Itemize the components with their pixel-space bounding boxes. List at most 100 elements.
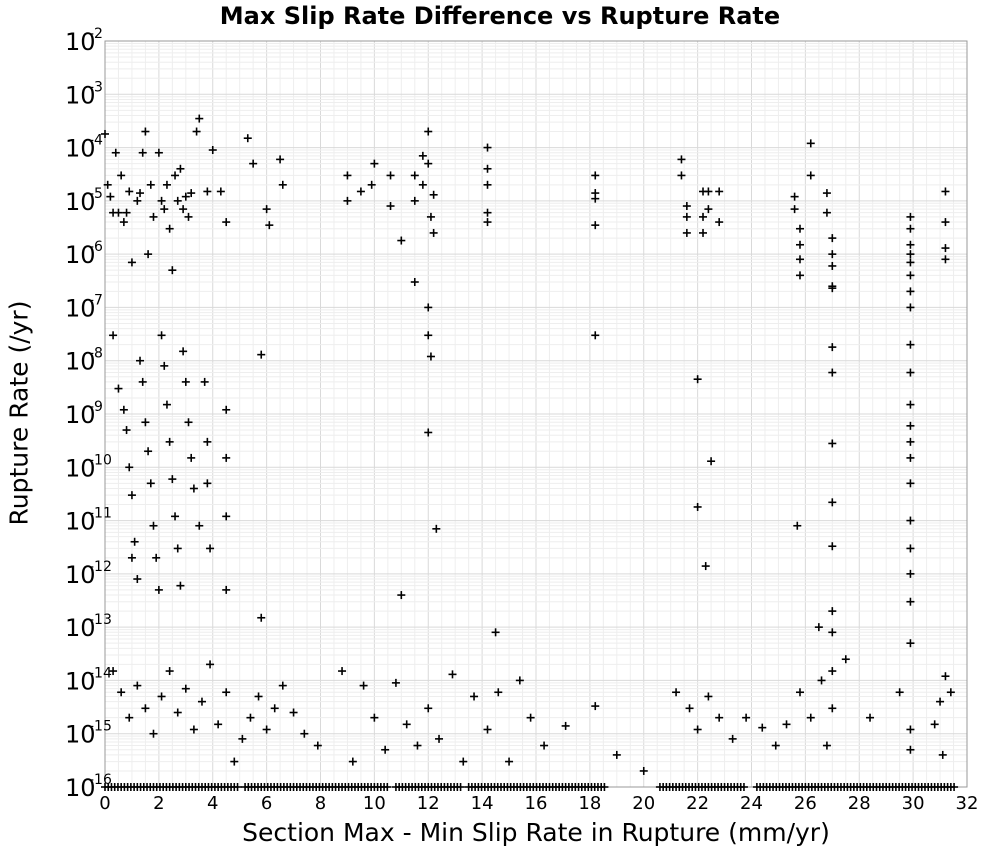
data-point bbox=[141, 418, 150, 427]
data-point bbox=[782, 720, 791, 729]
data-point bbox=[866, 713, 875, 722]
data-point bbox=[828, 250, 837, 259]
data-point bbox=[795, 255, 804, 264]
data-point bbox=[828, 667, 837, 676]
x-tick-label: 0 bbox=[99, 793, 110, 814]
data-point bbox=[483, 218, 492, 227]
data-point bbox=[157, 331, 166, 340]
data-point bbox=[195, 521, 204, 530]
data-point bbox=[906, 224, 915, 233]
data-point bbox=[222, 585, 231, 594]
y-tick-base: 10 bbox=[65, 188, 96, 216]
data-point bbox=[160, 361, 169, 370]
data-point bbox=[715, 187, 724, 196]
data-point bbox=[181, 684, 190, 693]
y-tick-label: 10-16 bbox=[65, 772, 112, 802]
data-point bbox=[795, 271, 804, 280]
data-point bbox=[806, 713, 815, 722]
data-point bbox=[906, 400, 915, 409]
y-tick-base: 10 bbox=[65, 348, 96, 376]
data-point bbox=[426, 212, 435, 221]
data-point bbox=[591, 331, 600, 340]
data-point bbox=[828, 439, 837, 448]
data-point bbox=[203, 479, 212, 488]
data-point bbox=[600, 783, 609, 791]
data-point bbox=[386, 171, 395, 180]
y-tick-base: 10 bbox=[65, 561, 96, 589]
data-point bbox=[906, 516, 915, 525]
data-point bbox=[300, 729, 309, 738]
data-point bbox=[189, 725, 198, 734]
data-point bbox=[370, 713, 379, 722]
data-point bbox=[195, 114, 204, 123]
data-point bbox=[348, 757, 357, 766]
data-point bbox=[127, 491, 136, 500]
data-point bbox=[144, 250, 153, 259]
data-point bbox=[906, 271, 915, 280]
data-point bbox=[370, 159, 379, 168]
data-point bbox=[254, 692, 263, 701]
y-tick-label: 10-6 bbox=[65, 239, 103, 269]
data-point bbox=[429, 228, 438, 237]
data-point bbox=[149, 212, 158, 221]
data-point bbox=[491, 628, 500, 637]
data-point bbox=[103, 180, 112, 189]
data-point bbox=[216, 187, 225, 196]
data-point bbox=[639, 766, 648, 775]
y-tick-base: 10 bbox=[65, 454, 96, 482]
data-point bbox=[418, 180, 427, 189]
data-point bbox=[483, 725, 492, 734]
data-point bbox=[906, 240, 915, 249]
data-point bbox=[144, 447, 153, 456]
data-point bbox=[165, 437, 174, 446]
data-point bbox=[707, 457, 716, 466]
data-point bbox=[391, 678, 400, 687]
data-point bbox=[338, 667, 347, 676]
x-tick-label: 2 bbox=[153, 793, 164, 814]
y-axis-label: Rupture Rate (/yr) bbox=[4, 300, 34, 526]
data-point bbox=[429, 190, 438, 199]
data-point bbox=[790, 205, 799, 214]
y-tick-label: 10-8 bbox=[65, 346, 103, 376]
data-point bbox=[418, 151, 427, 160]
data-point bbox=[841, 655, 850, 664]
data-point bbox=[906, 368, 915, 377]
data-point bbox=[359, 681, 368, 690]
x-tick-label: 26 bbox=[794, 793, 817, 814]
x-tick-label: 12 bbox=[417, 793, 440, 814]
y-tick-label: 10-13 bbox=[65, 612, 112, 642]
data-point bbox=[483, 164, 492, 173]
y-tick-exponent: -15 bbox=[89, 719, 112, 735]
data-point bbox=[941, 255, 950, 264]
data-point bbox=[672, 688, 681, 697]
data-point bbox=[906, 258, 915, 267]
data-point bbox=[822, 189, 831, 198]
data-point bbox=[367, 180, 376, 189]
data-point bbox=[728, 734, 737, 743]
y-axis-ticks: 10-1610-1510-1410-1310-1210-1110-1010-91… bbox=[65, 26, 112, 802]
data-point bbox=[424, 704, 433, 713]
data-point bbox=[154, 148, 163, 157]
data-point bbox=[343, 171, 352, 180]
data-point bbox=[197, 697, 206, 706]
data-point bbox=[693, 725, 702, 734]
x-tick-label: 24 bbox=[740, 793, 763, 814]
data-point bbox=[111, 148, 120, 157]
data-point bbox=[173, 196, 182, 205]
x-tick-label: 18 bbox=[578, 793, 601, 814]
data-point bbox=[192, 127, 201, 136]
data-point bbox=[222, 405, 231, 414]
data-point bbox=[906, 639, 915, 648]
data-point bbox=[906, 745, 915, 754]
x-tick-label: 30 bbox=[902, 793, 925, 814]
data-point bbox=[795, 240, 804, 249]
data-point bbox=[173, 544, 182, 553]
data-point bbox=[109, 331, 118, 340]
data-point bbox=[424, 127, 433, 136]
data-point bbox=[187, 453, 196, 462]
data-point bbox=[424, 303, 433, 312]
y-tick-base: 10 bbox=[65, 241, 96, 269]
data-point bbox=[165, 667, 174, 676]
x-tick-label: 32 bbox=[956, 793, 979, 814]
data-point bbox=[184, 212, 193, 221]
